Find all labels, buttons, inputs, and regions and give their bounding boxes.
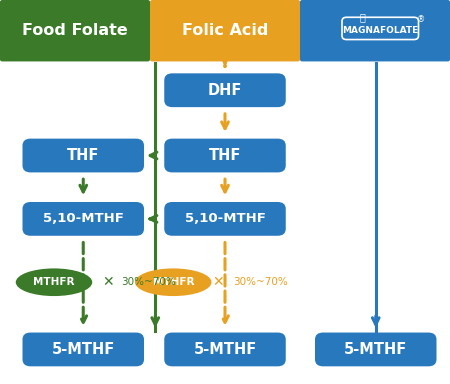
Text: ®: ® bbox=[417, 15, 425, 24]
FancyBboxPatch shape bbox=[300, 0, 450, 61]
Text: 5,10-MTHF: 5,10-MTHF bbox=[184, 212, 266, 225]
Text: 30%~70%: 30%~70% bbox=[121, 277, 176, 287]
Text: Folic Acid: Folic Acid bbox=[182, 23, 268, 38]
FancyBboxPatch shape bbox=[164, 139, 286, 172]
Ellipse shape bbox=[135, 268, 212, 296]
Text: 5-MTHF: 5-MTHF bbox=[52, 342, 115, 357]
Text: 5-MTHF: 5-MTHF bbox=[194, 342, 256, 357]
Text: 5-MTHF: 5-MTHF bbox=[344, 342, 407, 357]
FancyBboxPatch shape bbox=[315, 333, 436, 366]
FancyBboxPatch shape bbox=[22, 333, 144, 366]
Text: MAGNAFOLATE: MAGNAFOLATE bbox=[342, 26, 418, 35]
FancyBboxPatch shape bbox=[164, 202, 286, 236]
Text: THF: THF bbox=[209, 148, 241, 163]
Text: THF: THF bbox=[67, 148, 99, 163]
Text: 🐟: 🐟 bbox=[359, 12, 365, 22]
Ellipse shape bbox=[16, 268, 92, 296]
FancyBboxPatch shape bbox=[0, 0, 150, 61]
Text: ✕: ✕ bbox=[102, 275, 114, 289]
Text: DHF: DHF bbox=[208, 83, 242, 98]
Text: MTHFR: MTHFR bbox=[33, 277, 75, 287]
Text: 30%~70%: 30%~70% bbox=[234, 277, 288, 287]
Text: Food Folate: Food Folate bbox=[22, 23, 128, 38]
Text: ✕: ✕ bbox=[212, 275, 224, 289]
FancyBboxPatch shape bbox=[150, 0, 300, 61]
Text: 5,10-MTHF: 5,10-MTHF bbox=[43, 212, 124, 225]
FancyBboxPatch shape bbox=[164, 333, 286, 366]
Text: MTHFR: MTHFR bbox=[153, 277, 194, 287]
FancyBboxPatch shape bbox=[164, 73, 286, 107]
FancyBboxPatch shape bbox=[22, 202, 144, 236]
FancyBboxPatch shape bbox=[22, 139, 144, 172]
